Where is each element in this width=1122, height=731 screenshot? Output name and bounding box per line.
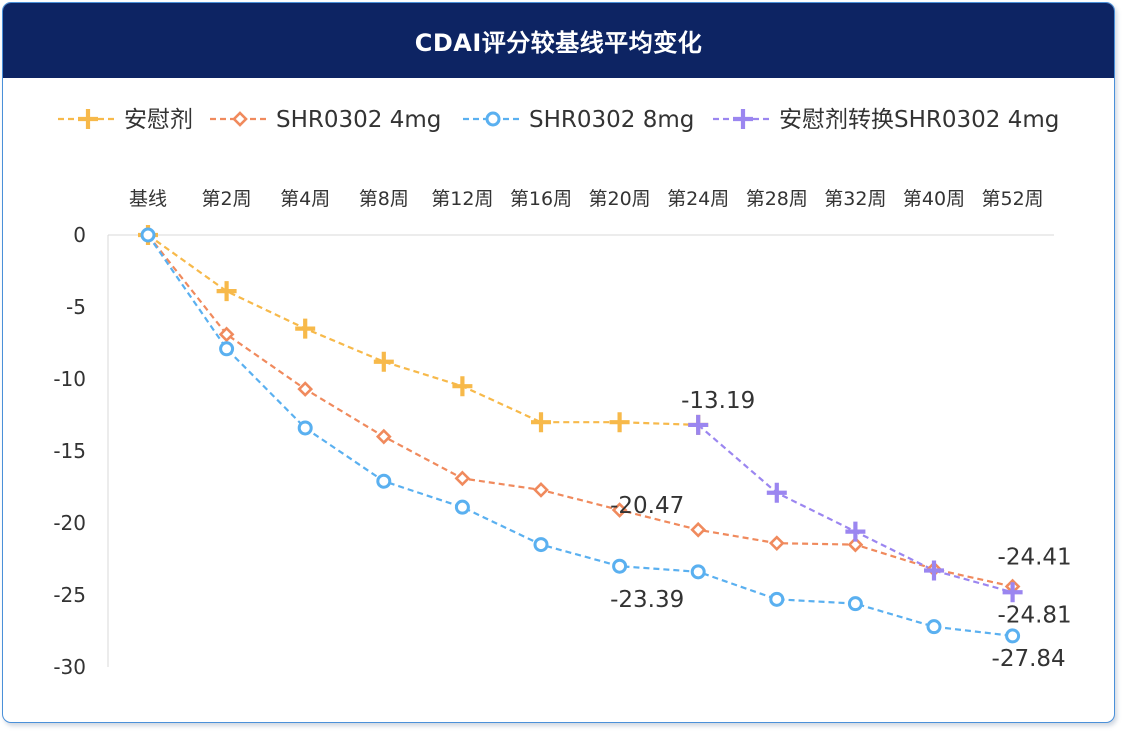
data-point-placebo <box>373 351 394 372</box>
data-point-shr4 <box>218 326 235 343</box>
legend-label-placebo: 安慰剂 <box>124 107 193 133</box>
data-point-shr4 <box>375 428 392 445</box>
x-category-label: 第52周 <box>982 188 1044 210</box>
data-point-shr4 <box>297 381 314 397</box>
data-point-shr8 <box>297 420 313 436</box>
data-label: -13.19 <box>681 388 755 414</box>
data-point-switch <box>1002 582 1023 603</box>
data-point-shr4 <box>533 482 549 498</box>
y-tick-label: -15 <box>53 439 86 463</box>
data-point-shr8 <box>1005 628 1021 644</box>
y-tick-label: 0 <box>73 223 86 247</box>
data-label: -20.47 <box>610 493 684 519</box>
data-point-shr4 <box>690 521 707 538</box>
y-tick-label: -30 <box>53 655 86 679</box>
x-category-label: 第12周 <box>431 188 493 210</box>
data-point-placebo <box>216 281 237 302</box>
data-point-switch <box>688 414 709 435</box>
series-line-placebo <box>147 234 699 426</box>
data-point-shr4 <box>768 535 785 551</box>
data-point-shr4 <box>611 502 628 518</box>
series-line-shr4 <box>147 234 1013 588</box>
legend: 安慰剂 SHR0302 4mg SHR0302 8mg 安慰剂转换SHR0302 4m… <box>58 107 1059 133</box>
data-label: -24.81 <box>998 602 1072 628</box>
legend-marker-shr8 <box>485 111 501 127</box>
data-point-shr8 <box>690 564 706 580</box>
x-category-label: 第8周 <box>359 188 409 210</box>
data-point-shr8 <box>847 596 863 612</box>
data-label: -23.39 <box>610 587 684 613</box>
data-point-switch <box>845 521 866 542</box>
data-point-placebo <box>452 376 473 397</box>
data-point-shr8 <box>219 341 235 357</box>
data-point-shr8 <box>454 499 470 515</box>
x-category-label: 第28周 <box>746 188 808 210</box>
data-point-placebo <box>531 412 551 433</box>
x-category-label: 第2周 <box>202 188 252 210</box>
data-point-shr8 <box>533 537 549 553</box>
x-category-label: 第40周 <box>903 188 965 210</box>
series-line-shr8 <box>147 234 1013 637</box>
legend-label-switch: 安慰剂转换SHR0302 4mg <box>779 107 1059 133</box>
legend-marker-placebo <box>78 109 98 129</box>
data-point-shr8 <box>612 558 628 574</box>
data-point-placebo <box>609 412 630 433</box>
x-category-label: 基线 <box>129 188 167 210</box>
y-tick-label: -5 <box>66 295 86 319</box>
chart-card: CDAI评分较基线平均变化 <box>2 2 1115 723</box>
data-point-shr4 <box>454 470 471 487</box>
chart-title: CDAI评分较基线平均变化 <box>3 3 1114 78</box>
series-line-switch <box>697 424 1013 594</box>
legend-label-shr8: SHR0302 8mg <box>529 107 694 133</box>
data-label: -27.84 <box>992 646 1066 672</box>
data-point-placebo <box>295 318 316 339</box>
legend-label-shr4: SHR0302 4mg <box>276 107 441 133</box>
x-category-label: 第32周 <box>824 188 886 210</box>
y-tick-label: -20 <box>53 511 86 535</box>
data-point-shr8 <box>140 227 156 243</box>
y-tick-label: -10 <box>53 367 86 391</box>
y-tick-label: -25 <box>53 583 86 607</box>
x-category-label: 第24周 <box>667 188 729 210</box>
data-label: -24.41 <box>998 545 1072 571</box>
legend-marker-shr4 <box>232 111 248 127</box>
x-category-label: 第4周 <box>280 188 330 210</box>
x-category-label: 第20周 <box>589 188 651 210</box>
data-point-shr8 <box>376 473 392 489</box>
x-category-label: 第16周 <box>510 188 572 210</box>
data-point-switch <box>766 482 787 503</box>
data-point-shr4 <box>847 536 864 553</box>
data-point-switch <box>924 560 944 581</box>
legend-marker-switch <box>733 109 753 129</box>
data-point-shr8 <box>769 591 785 607</box>
data-point-shr8 <box>926 619 942 635</box>
